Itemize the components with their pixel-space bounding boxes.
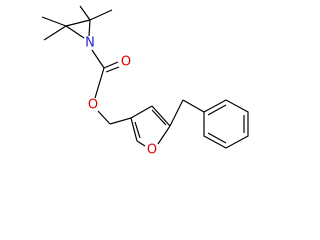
atom-label: O <box>121 55 131 70</box>
atom-label: O <box>88 98 98 113</box>
atom-label: O <box>147 143 157 158</box>
bonds <box>41 5 249 149</box>
molecule-diagram: N O O O <box>41 5 249 158</box>
atom-label: N <box>85 36 95 51</box>
